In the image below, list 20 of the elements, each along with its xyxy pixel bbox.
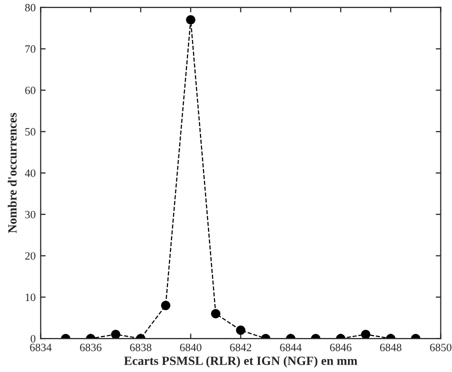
x-tick-label: 6846 xyxy=(330,344,352,352)
y-tick-label: 10 xyxy=(26,294,36,302)
y-tick-label: 80 xyxy=(25,4,36,12)
x-axis-title: Ecarts PSMSL (RLR) et IGN (NGF) en mm xyxy=(124,356,358,368)
x-tick-label: 6842 xyxy=(230,344,252,352)
y-tick-label: 70 xyxy=(25,45,36,53)
x-tick-label: 6836 xyxy=(80,344,102,352)
x-tick-label: 6840 xyxy=(180,344,202,352)
x-tick-label: 6848 xyxy=(380,344,402,352)
y-tick-label: 30 xyxy=(25,210,36,218)
y-tick-label: 0 xyxy=(30,334,36,342)
x-tick-label: 6838 xyxy=(130,344,152,352)
y-tick-label: 20 xyxy=(25,252,36,260)
y-tick-label: 50 xyxy=(25,128,36,136)
x-tick-label: 6834 xyxy=(30,344,52,352)
x-tick-label: 6844 xyxy=(280,344,302,352)
y-tick-label: 40 xyxy=(24,169,36,177)
y-tick-label: 60 xyxy=(25,86,36,94)
x-tick-label: 6850 xyxy=(430,344,452,352)
y-axis-title: Nombre d'occurrences xyxy=(8,112,17,234)
